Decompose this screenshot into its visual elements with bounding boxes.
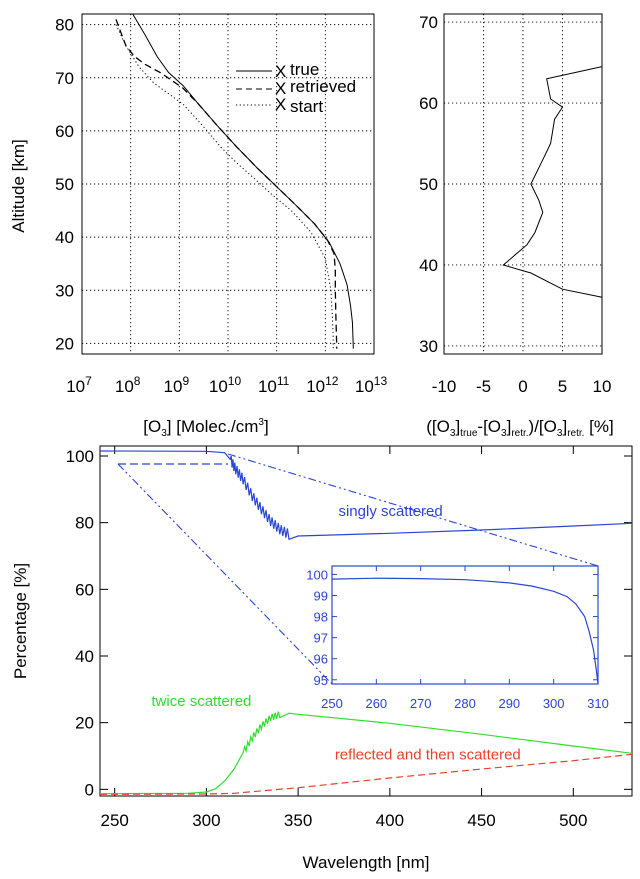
- legend-start-marker: X: [275, 95, 286, 114]
- difference-x-tick-label: -10: [432, 377, 457, 396]
- difference-y-tick-label: 70: [419, 13, 438, 32]
- percentage-x-tick-labels: 250 300 350 400 450 500: [100, 811, 587, 830]
- profile-x-tick-label: 1010: [209, 374, 242, 396]
- difference-line: [502, 66, 603, 298]
- inset-x-tick-label: 310: [587, 696, 609, 711]
- inset-connector-top: [227, 453, 599, 567]
- difference-x-tick-label: 5: [558, 377, 567, 396]
- profile-x-tick-label: 107: [66, 374, 92, 396]
- difference-series-lines: [502, 66, 603, 298]
- inset-series-line: [331, 577, 599, 685]
- percentage-y-tick-label: 20: [75, 714, 94, 733]
- profile-grid: [82, 14, 374, 354]
- inset-y-tick-labels: 95 96 97 98 99 100: [306, 567, 328, 687]
- difference-plot-frame: [443, 13, 603, 355]
- percentage-x-tick-label: 350: [284, 811, 312, 830]
- zoom-inset: 250 260 270 280 290 300 310 95 96 97 98 99 100: [306, 565, 609, 711]
- difference-x-tick-label: -5: [476, 377, 491, 396]
- profile-y-tick-label: 30: [55, 281, 74, 300]
- inset-x-tick-label: 280: [454, 696, 476, 711]
- difference-y-tick-label: 40: [419, 256, 438, 275]
- annotation-singly-scattered: singly scattered: [338, 503, 442, 520]
- percentage-y-tick-label: 40: [75, 647, 94, 666]
- profile-y-axis-label: Altitude [km]: [9, 139, 28, 233]
- profile-y-tick-labels: 20 30 40 50 60 70 80: [55, 16, 74, 354]
- profile-line-retrieved: [115, 19, 338, 349]
- inset-connector-bottom: [117, 463, 333, 685]
- profile-x-tick-label: 109: [164, 374, 190, 396]
- legend-true-marker: X: [275, 62, 286, 81]
- difference-x-tick-labels: -10 -5 0 5 10: [432, 377, 612, 396]
- inset-y-tick-label: 97: [314, 631, 328, 646]
- profile-y-tick-label: 40: [55, 228, 74, 247]
- difference-panel: -10 -5 0 5 10 30 40 50 60 70 ([O3]true-[O3]retr.…: [419, 13, 614, 439]
- inset-y-tick-label: 95: [314, 673, 328, 688]
- profile-x-tick-label: 1011: [258, 374, 290, 396]
- profile-y-tick-label: 60: [55, 122, 74, 141]
- percentage-line-singly-scattered: [99, 450, 633, 541]
- inset-y-tick-label: 96: [314, 652, 328, 667]
- difference-x-axis-label: ([O3]true-[O3]retr.)/[O3]retr. [%]: [426, 417, 613, 439]
- difference-y-tick-labels: 30 40 50 60 70: [419, 13, 438, 356]
- percentage-x-tick-label: 300: [192, 811, 220, 830]
- annotation-reflected-and-then-scattered: reflected and then scattered: [335, 746, 521, 763]
- inset-y-tick-label: 100: [306, 567, 328, 582]
- profile-y-tick-label: 80: [55, 16, 74, 35]
- percentage-series-lines: [99, 450, 633, 795]
- difference-y-tick-label: 60: [419, 94, 438, 113]
- percentage-x-tick-label: 250: [100, 811, 128, 830]
- difference-x-tick-label: 0: [518, 377, 527, 396]
- profile-x-tick-labels: 107 108 109 1010 1011 1012 1013: [66, 374, 387, 396]
- inset-x-tick-label: 270: [410, 696, 432, 711]
- inset-x-tick-label: 290: [498, 696, 520, 711]
- percentage-y-tick-label: 80: [75, 514, 94, 533]
- profile-y-tick-label: 50: [55, 175, 74, 194]
- legend-true-label: true: [290, 60, 319, 79]
- ozone-profile-panel: 107 108 109 1010 1011 1012 1013 20 30 40 50 60 70 80…: [9, 13, 387, 439]
- percentage-y-tick-label: 60: [75, 580, 94, 599]
- inset-x-tick-label: 260: [365, 696, 387, 711]
- percentage-y-tick-label: 0: [85, 780, 94, 799]
- inset-y-tick-label: 98: [314, 610, 328, 625]
- inset-y-tick-label: 99: [314, 589, 328, 604]
- profile-x-axis-label: [O3] [Molec./cm3]: [143, 417, 268, 439]
- profile-legend: X true X retrieved X start: [236, 60, 356, 116]
- difference-y-tick-label: 30: [419, 337, 438, 356]
- percentage-y-axis-label: Percentage [%]: [11, 563, 30, 679]
- profile-y-tick-label: 20: [55, 334, 74, 353]
- profile-series-lines: [115, 13, 354, 349]
- inset-x-tick-label: 300: [543, 696, 565, 711]
- legend-start-label: start: [290, 97, 323, 116]
- percentage-x-tick-label: 400: [376, 811, 404, 830]
- difference-x-tick-label: 10: [593, 377, 612, 396]
- legend-retrieved-label: retrieved: [290, 77, 356, 96]
- profile-line-true: [132, 13, 354, 349]
- percentage-x-axis-label: Wavelength [nm]: [303, 853, 430, 872]
- annotation-twice-scattered: twice scattered: [151, 693, 251, 710]
- inset-frame: [331, 565, 599, 685]
- percentage-y-tick-label: 100: [66, 447, 94, 466]
- inset-line: [331, 577, 599, 685]
- profile-x-tick-label: 1012: [306, 374, 339, 396]
- inset-x-tick-labels: 250 260 270 280 290 300 310: [321, 696, 609, 711]
- profile-y-tick-label: 70: [55, 69, 74, 88]
- profile-x-tick-label: 1013: [355, 374, 388, 396]
- profile-plot-frame: [81, 13, 375, 355]
- profile-line-start: [115, 24, 334, 349]
- legend-retrieved-marker: X: [275, 79, 286, 98]
- percentage-x-tick-label: 450: [467, 811, 495, 830]
- inset-x-tick-label: 250: [321, 696, 343, 711]
- percentage-tick-marks: [100, 446, 632, 796]
- percentage-line-reflected-and-then-scattered: [99, 753, 633, 795]
- percentage-panel: 250 300 350 400 450 500 0 20 40 60 80 100 singly s…: [11, 445, 633, 872]
- percentage-plot-frame: [99, 445, 633, 797]
- percentage-x-tick-label: 500: [559, 811, 587, 830]
- percentage-y-tick-labels: 0 20 40 60 80 100: [66, 447, 94, 799]
- difference-y-tick-label: 50: [419, 175, 438, 194]
- percentage-line-twice-scattered: [99, 711, 633, 795]
- percentage-annotations: singly scattered twice scattered reflected…: [151, 503, 520, 763]
- difference-grid: [444, 14, 602, 354]
- profile-x-tick-label: 108: [115, 374, 141, 396]
